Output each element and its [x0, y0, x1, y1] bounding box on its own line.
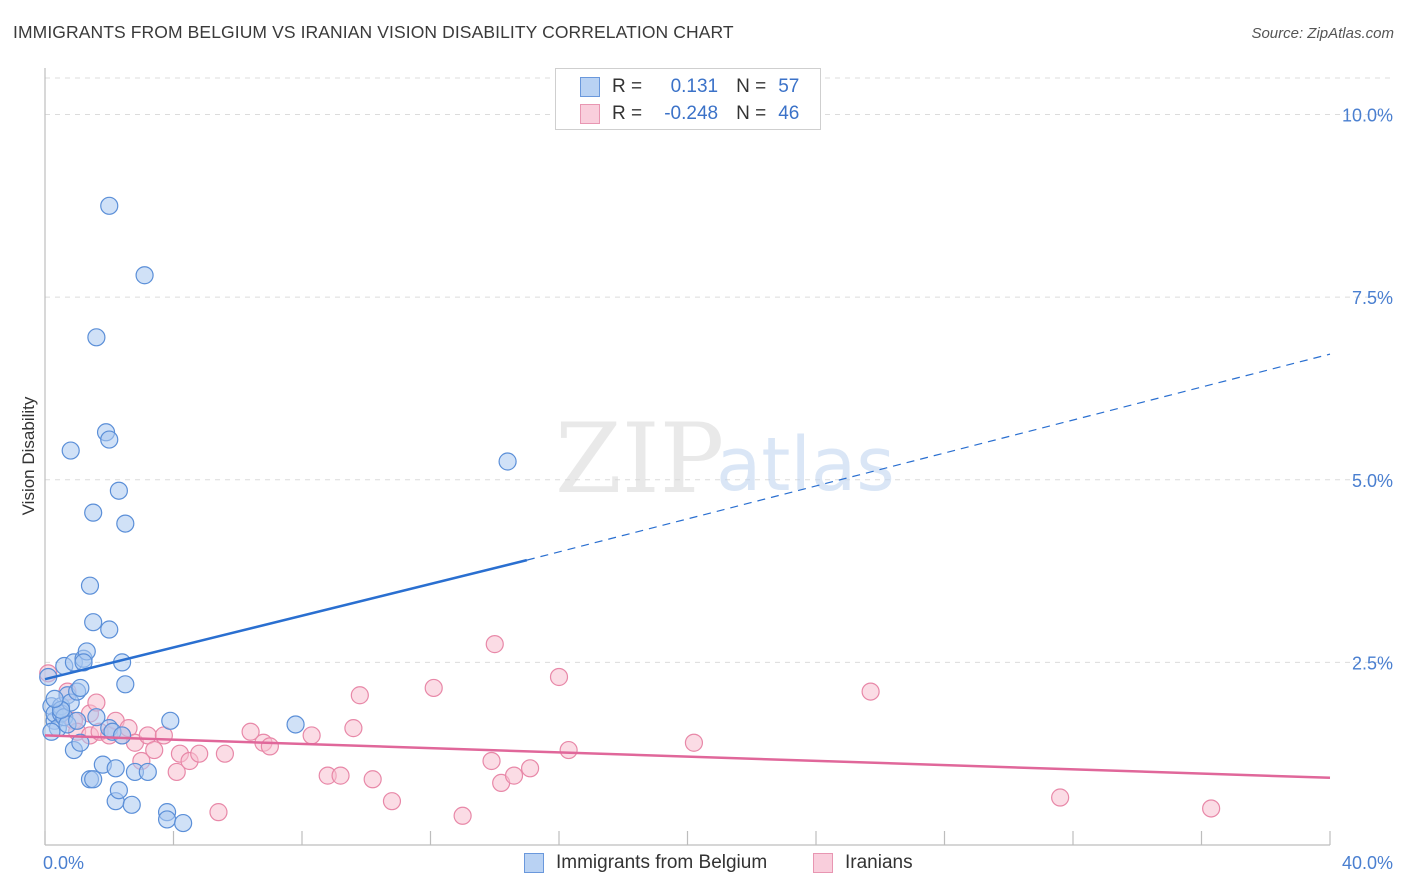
iranians-trend [44, 734, 1331, 780]
iranians-point [302, 726, 321, 745]
belgium-point [45, 689, 64, 709]
iranians-point [520, 759, 540, 778]
belgium-point [61, 441, 80, 460]
iranians-point [684, 733, 704, 752]
axis-labels: 2.5% 5.0% 7.5% 10.0% 0.0% 40.0% Vision Disabil… [19, 106, 1393, 873]
iranians-point [344, 719, 363, 738]
belgium-points [39, 196, 517, 833]
n-label: N = [736, 76, 767, 97]
chart-title: IMMIGRANTS FROM BELGIUM VS IRANIAN VISIO… [13, 22, 734, 42]
belgium-point [122, 795, 141, 814]
y-tick-label: 2.5% [1352, 653, 1393, 673]
stats-legend: R = 0.131 N = 57 R = -0.248 N = 46 [555, 68, 821, 130]
iranians-point [145, 740, 164, 760]
iranians-point [549, 667, 569, 687]
r-value: 0.131 [670, 76, 719, 97]
belgium-swatch [580, 77, 600, 97]
belgium-point [116, 675, 135, 694]
watermark-zip: ZIP [555, 403, 724, 515]
belgium-point [109, 781, 128, 800]
belgium-point [84, 613, 103, 632]
trend-lines [44, 353, 1331, 780]
iranians-point [504, 766, 524, 785]
belgium-swatch [524, 853, 544, 873]
watermark: ZIP atlas [555, 403, 895, 515]
belgium-point [80, 576, 100, 595]
belgium-trend-solid [44, 558, 528, 681]
y-tick-label: 5.0% [1352, 471, 1393, 491]
r-label: R = [612, 76, 643, 97]
iranians-swatch [580, 104, 600, 124]
belgium-point [87, 708, 106, 727]
legend-item-belgium: Immigrants from Belgium [524, 852, 767, 874]
belgium-point [100, 430, 119, 449]
iranians-point [167, 762, 186, 782]
iranians-swatch [813, 853, 833, 873]
iranians-point [382, 792, 402, 811]
iranians-point [424, 678, 443, 698]
source-label: Source: ZipAtlas.com [1251, 25, 1394, 42]
belgium-point [286, 715, 305, 734]
iranians-point [559, 740, 578, 760]
belgium-point [135, 266, 154, 285]
n-value: 46 [778, 103, 800, 124]
legend-row-belgium: R = 0.131 N = 57 [580, 74, 799, 100]
iranians-point [363, 770, 382, 789]
iranians-point [485, 635, 504, 654]
belgium-point [138, 762, 157, 782]
iranians-point [331, 766, 350, 785]
belgium-point [112, 726, 132, 745]
belgium-point [174, 813, 193, 833]
belgium-point [68, 711, 87, 730]
legend-label-iranians: Iranians [845, 852, 913, 873]
belgium-point [106, 759, 125, 778]
belgium-point [84, 770, 103, 789]
belgium-point [71, 733, 90, 752]
iranians-point [453, 806, 472, 825]
belgium-point [84, 503, 103, 522]
belgium-point [498, 452, 517, 471]
y-tick-label: 10.0% [1342, 106, 1393, 126]
y-tick-label: 7.5% [1352, 288, 1393, 308]
belgium-point [109, 481, 128, 500]
x-tick-label: 0.0% [43, 853, 84, 873]
belgium-point [116, 514, 135, 533]
iranians-points [39, 635, 1221, 825]
r-value: -0.248 [664, 103, 719, 124]
belgium-point [161, 711, 180, 730]
grid-lines [45, 77, 1392, 663]
iranians-point [209, 803, 228, 822]
x-tick-label: 40.0% [1342, 853, 1393, 873]
r-label: R = [612, 103, 643, 124]
n-label: N = [736, 103, 767, 124]
legend-row-iranians: R = -0.248 N = 46 [580, 101, 799, 127]
legend-item-iranians: Iranians [813, 852, 913, 874]
n-value: 57 [778, 76, 800, 97]
belgium-point [100, 196, 119, 215]
belgium-point [42, 722, 61, 741]
belgium-point [87, 328, 106, 347]
iranians-point [350, 686, 369, 705]
series-legend: Immigrants from Belgium Iranians [0, 852, 1406, 878]
iranians-point [241, 722, 260, 741]
iranians-point [260, 737, 279, 756]
iranians-point [482, 751, 501, 771]
belgium-trend-dashed [526, 353, 1331, 561]
iranians-point [1202, 799, 1221, 818]
iranians-point [861, 682, 880, 701]
watermark-atlas: atlas [716, 422, 895, 508]
legend-label-belgium: Immigrants from Belgium [556, 852, 768, 873]
iranians-point [215, 744, 234, 763]
belgium-point [71, 678, 90, 698]
axes [44, 68, 1331, 846]
belgium-point [157, 810, 177, 829]
iranians-point [1051, 788, 1070, 807]
iranians-point [190, 744, 209, 763]
belgium-point [100, 620, 119, 639]
y-axis-title: Vision Disability [19, 396, 38, 515]
